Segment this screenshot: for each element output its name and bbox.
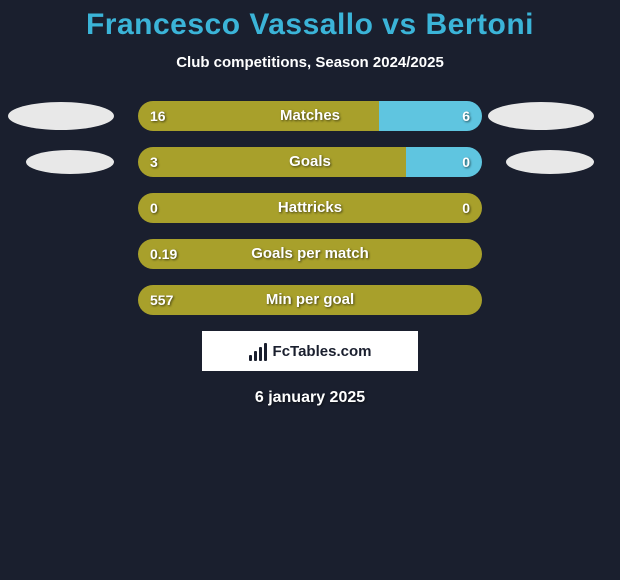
- subtitle: Club competitions, Season 2024/2025: [0, 54, 620, 71]
- stats-area: Matches166Goals30Hattricks00Goals per ma…: [0, 101, 620, 315]
- stat-value-right: 0: [462, 193, 470, 223]
- player-avatar-right: [506, 150, 594, 174]
- stat-label: Goals: [138, 147, 482, 177]
- stat-label: Goals per match: [138, 239, 482, 269]
- stat-row: Goals per match0.19: [0, 239, 620, 269]
- stat-label: Matches: [138, 101, 482, 131]
- stat-value-left: 16: [150, 101, 166, 131]
- logo-box: FcTables.com: [202, 331, 418, 371]
- stat-row: Matches16 6: [0, 101, 620, 131]
- stat-value-left: 557: [150, 285, 173, 315]
- comparison-widget: Francesco Vassallo vs Bertoni Club compe…: [0, 0, 620, 580]
- date-label: 6 january 2025: [0, 389, 620, 407]
- stat-label: Min per goal: [138, 285, 482, 315]
- stat-value-right: 0: [462, 147, 470, 177]
- player-avatar-left: [26, 150, 114, 174]
- page-title: Francesco Vassallo vs Bertoni: [0, 8, 620, 42]
- logo-text: FcTables.com: [273, 343, 372, 360]
- stat-row: Min per goal557: [0, 285, 620, 315]
- logo: FcTables.com: [249, 341, 372, 361]
- stat-value-right: 6: [462, 101, 470, 131]
- stat-value-left: 0: [150, 193, 158, 223]
- stat-value-left: 0.19: [150, 239, 177, 269]
- logo-bars-icon: [249, 341, 267, 361]
- player-avatar-right: [488, 102, 594, 130]
- stat-value-left: 3: [150, 147, 158, 177]
- stat-row: Goals3 0: [0, 147, 620, 177]
- stat-label: Hattricks: [138, 193, 482, 223]
- stat-row: Hattricks0 0: [0, 193, 620, 223]
- player-avatar-left: [8, 102, 114, 130]
